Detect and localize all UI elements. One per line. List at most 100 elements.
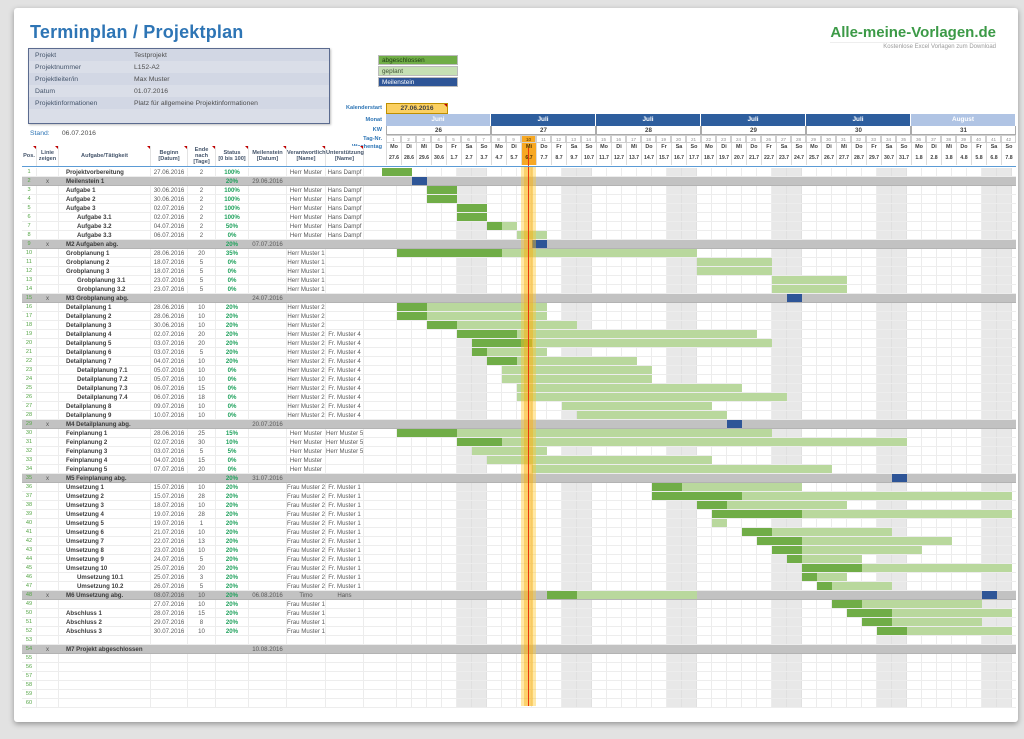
pos-cell[interactable]: 52 bbox=[22, 627, 37, 635]
gantt-bar-planned[interactable] bbox=[427, 312, 547, 320]
dauer-cell[interactable]: 10 bbox=[188, 303, 216, 311]
task-name-cell[interactable] bbox=[59, 600, 151, 608]
date-cell[interactable]: 7.7 bbox=[536, 152, 551, 165]
meilenstein-datum-cell[interactable] bbox=[249, 528, 287, 536]
unterstuetzung-cell[interactable]: Hans Dampf bbox=[326, 231, 364, 239]
meilenstein-datum-cell[interactable]: 07.07.2016 bbox=[252, 241, 283, 248]
task-name-cell[interactable]: Feinplanung 5 bbox=[59, 465, 151, 473]
gantt-bar-done[interactable] bbox=[712, 510, 802, 518]
weekday-cell[interactable]: Sa bbox=[881, 143, 896, 152]
task-name-cell[interactable] bbox=[59, 681, 151, 689]
dauer-cell[interactable]: 5 bbox=[188, 348, 216, 356]
meilenstein-datum-cell[interactable] bbox=[249, 609, 287, 617]
dauer-cell[interactable]: 5 bbox=[188, 447, 216, 455]
gantt-row[interactable] bbox=[382, 384, 1012, 392]
begin-cell[interactable]: 19.07.2016 bbox=[151, 510, 188, 518]
weekday-cell[interactable]: Mo bbox=[806, 143, 821, 152]
task-name-cell[interactable]: Detailplanung 9 bbox=[59, 411, 151, 419]
daynumber-cell[interactable]: 18 bbox=[641, 135, 656, 143]
status-cell[interactable]: 20% bbox=[216, 330, 249, 338]
pos-cell[interactable]: 37 bbox=[22, 492, 37, 500]
gantt-row[interactable] bbox=[382, 438, 1012, 446]
status-cell[interactable] bbox=[216, 636, 249, 644]
gantt-bar-planned[interactable] bbox=[907, 627, 1012, 635]
dauer-cell[interactable]: 10 bbox=[188, 375, 216, 383]
gantt-bar-planned[interactable] bbox=[697, 258, 772, 266]
linie-zeigen-cell[interactable] bbox=[37, 231, 59, 239]
linie-zeigen-cell[interactable] bbox=[37, 366, 59, 374]
dauer-cell[interactable]: 10 bbox=[188, 528, 216, 536]
begin-cell[interactable]: 27.06.2016 bbox=[151, 168, 188, 176]
verantwortlich-cell[interactable]: Herr Muster 2 bbox=[287, 303, 326, 311]
gantt-bar-planned[interactable] bbox=[562, 402, 712, 410]
gantt-bar-done[interactable] bbox=[742, 528, 772, 536]
pos-cell[interactable]: 14 bbox=[22, 285, 37, 293]
date-cell[interactable]: 28.7 bbox=[851, 152, 866, 165]
weekday-cell[interactable]: Fr bbox=[551, 143, 566, 152]
date-cell[interactable]: 30.6 bbox=[431, 152, 446, 165]
gantt-bar-planned[interactable] bbox=[502, 438, 907, 446]
status-cell[interactable]: 20% bbox=[216, 600, 249, 608]
month-cell[interactable]: Juni bbox=[386, 114, 491, 126]
begin-cell[interactable] bbox=[151, 645, 188, 653]
dauer-cell[interactable]: 5 bbox=[188, 555, 216, 563]
pos-cell[interactable]: 43 bbox=[22, 546, 37, 554]
daynumber-cell[interactable]: 10 bbox=[521, 135, 536, 143]
dauer-cell[interactable] bbox=[188, 474, 216, 482]
verantwortlich-cell[interactable]: Herr Muster bbox=[287, 231, 326, 239]
gantt-row[interactable] bbox=[382, 204, 1012, 212]
unterstuetzung-cell[interactable] bbox=[326, 303, 364, 311]
meilenstein-datum-cell[interactable] bbox=[249, 492, 287, 500]
task-name-cell[interactable]: Detailplanung 3 bbox=[59, 321, 151, 329]
begin-cell[interactable] bbox=[151, 474, 188, 482]
dauer-cell[interactable]: 2 bbox=[188, 168, 216, 176]
gantt-row[interactable] bbox=[382, 618, 1012, 626]
pos-cell[interactable]: 53 bbox=[22, 636, 37, 644]
dauer-cell[interactable]: 2 bbox=[188, 204, 216, 212]
task-name-cell[interactable]: Grobplanung 3 bbox=[59, 267, 151, 275]
status-cell[interactable]: 20% bbox=[225, 475, 239, 482]
verantwortlich-cell[interactable]: Herr Muster bbox=[287, 204, 326, 212]
meilenstein-datum-cell[interactable] bbox=[249, 186, 287, 194]
task-name-cell[interactable]: Aufgabe 3.1 bbox=[59, 213, 151, 221]
dauer-cell[interactable]: 28 bbox=[188, 492, 216, 500]
meilenstein-datum-cell[interactable] bbox=[249, 663, 287, 671]
weekday-cell[interactable]: Mo bbox=[491, 143, 506, 152]
unterstuetzung-cell[interactable] bbox=[326, 240, 364, 248]
begin-cell[interactable]: 23.07.2016 bbox=[151, 285, 188, 293]
pos-cell[interactable]: 35 bbox=[25, 475, 33, 481]
meilenstein-datum-cell[interactable] bbox=[249, 465, 287, 473]
task-name-cell[interactable]: Umsetzung 7 bbox=[59, 537, 151, 545]
gantt-row[interactable] bbox=[382, 231, 1012, 239]
dauer-cell[interactable]: 3 bbox=[188, 573, 216, 581]
pos-cell[interactable]: 40 bbox=[22, 519, 37, 527]
month-cell[interactable]: Juli bbox=[491, 114, 596, 126]
task-name-cell[interactable] bbox=[59, 699, 151, 707]
project-info-value[interactable]: L152-A2 bbox=[134, 63, 160, 71]
daynumber-cell[interactable]: 39 bbox=[956, 135, 971, 143]
date-cell[interactable]: 27.6 bbox=[386, 152, 401, 165]
verantwortlich-cell[interactable]: Herr Muster bbox=[287, 438, 326, 446]
begin-cell[interactable]: 28.06.2016 bbox=[151, 303, 188, 311]
kw-cell[interactable]: 28 bbox=[596, 126, 701, 135]
date-cell[interactable]: 18.7 bbox=[701, 152, 716, 165]
task-name-cell[interactable]: Umsetzung 1 bbox=[59, 483, 151, 491]
begin-cell[interactable]: 15.07.2016 bbox=[151, 483, 188, 491]
begin-cell[interactable]: 02.07.2016 bbox=[151, 438, 188, 446]
weekday-cell[interactable]: So bbox=[896, 143, 911, 152]
gantt-bar-planned[interactable] bbox=[862, 600, 982, 608]
date-cell[interactable]: 5.8 bbox=[971, 152, 986, 165]
unterstuetzung-cell[interactable] bbox=[326, 294, 364, 302]
dauer-cell[interactable]: 18 bbox=[188, 393, 216, 401]
gantt-bar-planned[interactable] bbox=[772, 528, 892, 536]
status-cell[interactable]: 20% bbox=[216, 312, 249, 320]
gantt-bar-planned[interactable] bbox=[577, 591, 697, 599]
meilenstein-datum-cell[interactable] bbox=[249, 627, 287, 635]
unterstuetzung-cell[interactable]: Hans Dampf bbox=[326, 186, 364, 194]
gantt-row[interactable] bbox=[382, 573, 1012, 581]
weekday-cell[interactable]: Sa bbox=[461, 143, 476, 152]
verantwortlich-cell[interactable] bbox=[287, 645, 326, 653]
weekday-cell[interactable]: Do bbox=[956, 143, 971, 152]
linie-zeigen-cell[interactable] bbox=[37, 519, 59, 527]
linie-zeigen-cell[interactable] bbox=[37, 186, 59, 194]
